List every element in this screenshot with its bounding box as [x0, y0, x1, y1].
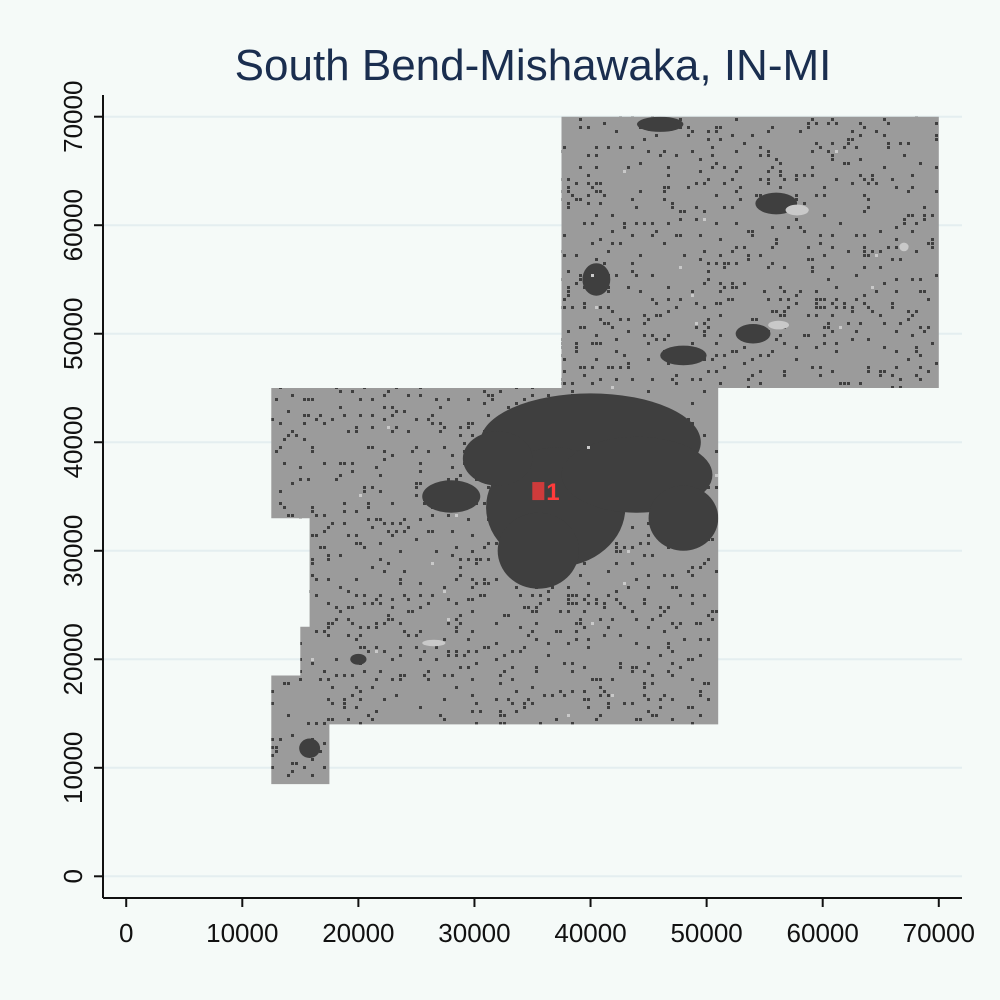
y-tick-label-2: 20000 [58, 623, 88, 695]
light-patch-0 [422, 639, 446, 647]
urban-patch-3 [636, 116, 684, 132]
y-tick-label-6: 60000 [58, 189, 88, 261]
urban-patch-6 [735, 323, 771, 344]
light-patch-2 [768, 320, 790, 330]
x-tick-label-4: 40000 [554, 918, 626, 948]
light-patch-3 [899, 242, 909, 252]
marker-layer: 1 [532, 479, 560, 506]
light-patch-1 [785, 204, 809, 216]
center-marker [532, 482, 545, 501]
y-tick-label-1: 10000 [58, 732, 88, 804]
x-tick-label-5: 50000 [670, 918, 742, 948]
center-marker-label: 1 [546, 479, 559, 506]
urban-core-3 [497, 512, 579, 589]
urban-core-4 [648, 485, 719, 551]
axes-layer: 0 10000 20000 30000 40000 50000 60000 70000 0 100… [58, 81, 975, 948]
x-tick-label-0: 0 [119, 918, 133, 948]
y-tick-label-4: 40000 [58, 406, 88, 478]
y-tick-label-7: 70000 [58, 81, 88, 153]
urban-patch-1 [350, 653, 367, 665]
x-tick-label-1: 10000 [206, 918, 278, 948]
x-tick-label-7: 70000 [903, 918, 975, 948]
x-tick-label-6: 60000 [787, 918, 859, 948]
x-tick-label-2: 20000 [322, 918, 394, 948]
urban-patch-0 [299, 738, 321, 759]
x-tick-label-3: 30000 [438, 918, 510, 948]
urban-patch-4 [582, 263, 611, 296]
y-tick-label-5: 50000 [58, 298, 88, 370]
y-tick-label-3: 30000 [58, 515, 88, 587]
chart-title: South Bend-Mishawaka, IN-MI [235, 41, 832, 90]
urban-core-6 [422, 480, 481, 513]
y-tick-label-0: 0 [58, 869, 88, 883]
urban-core-5 [462, 431, 533, 486]
